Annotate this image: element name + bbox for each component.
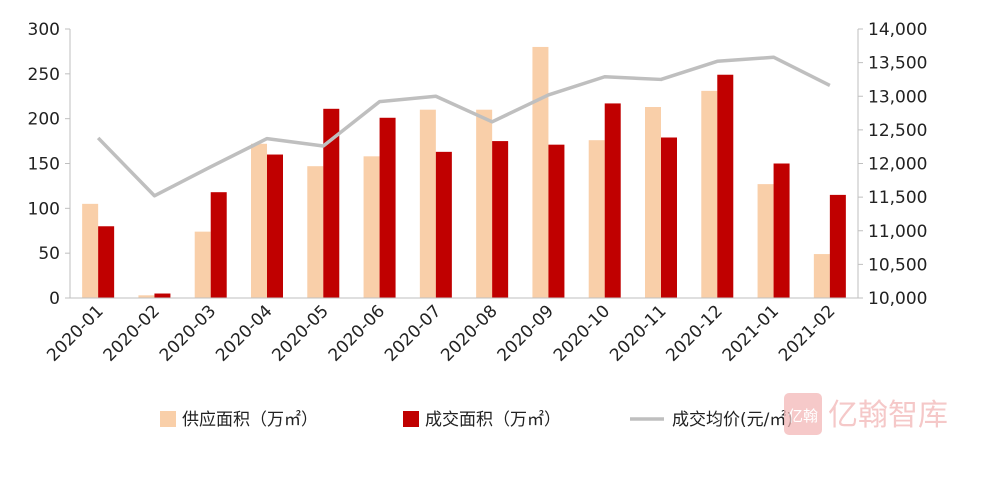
- bar-supply-2020-11: [645, 107, 661, 298]
- x-axis-ticks: 2020-012020-022020-032020-042020-052020-…: [43, 301, 839, 365]
- watermark-logo: 亿翰 亿翰智库: [784, 393, 948, 435]
- x-tick-label: 2020-08: [437, 301, 501, 365]
- bar-deal-2020-05: [323, 108, 340, 298]
- bar-supply-2020-01: [82, 203, 99, 298]
- bar-supply-2020-06: [363, 156, 380, 298]
- watermark-badge: [784, 393, 822, 435]
- legend-swatch-deal: [403, 411, 419, 427]
- left-axis-ticks: 0 50 100 150 200 250 300: [28, 20, 70, 309]
- bar-deal-2020-12: [717, 74, 734, 298]
- left-tick-label: 50: [38, 244, 60, 264]
- left-tick-label: 300: [28, 20, 60, 40]
- right-tick-label: 11,500: [868, 188, 927, 208]
- right-tick-label: 13,000: [868, 87, 927, 107]
- x-tick-label: 2020-09: [494, 301, 558, 365]
- bar-supply-2020-04: [251, 143, 267, 298]
- legend-item-supply: 供应面积（万㎡）: [160, 410, 318, 430]
- right-axis-ticks: 10,000 10,500 11,000 11,500 12,000 12,500 13,0…: [858, 20, 927, 309]
- x-tick-label: 2021-01: [719, 301, 783, 365]
- x-tick-label: 2020-07: [381, 301, 445, 365]
- bar-supply-2020-07: [419, 109, 436, 298]
- left-tick-label: 200: [28, 110, 60, 130]
- legend: 供应面积（万㎡） 成交面积（万㎡） 成交均价(元/㎡): [160, 410, 793, 430]
- bar-deal-2020-11: [661, 137, 677, 298]
- bar-deal-2020-09: [548, 144, 565, 298]
- watermark-badge-text: 亿翰: [788, 407, 818, 425]
- bar-supply-2020-12: [701, 90, 718, 299]
- bar-supply-2020-08: [476, 109, 493, 298]
- left-tick-label: 250: [28, 65, 60, 85]
- bar-supply-2021-01: [757, 184, 774, 298]
- x-tick-label: 2020-11: [606, 301, 670, 365]
- x-tick-label: 2020-12: [662, 301, 726, 365]
- bar-deal-2020-07: [435, 151, 452, 298]
- watermark-text: 亿翰智库: [828, 398, 948, 433]
- bar-supply-2021-02: [813, 254, 830, 298]
- bar-deal-2020-02: [154, 293, 171, 298]
- left-tick-label: 100: [28, 199, 60, 219]
- right-tick-label: 10,500: [868, 255, 927, 275]
- bar-deal-2020-03: [210, 192, 227, 298]
- bar-supply-2020-05: [307, 166, 324, 298]
- supply-bars: [82, 46, 830, 299]
- legend-label-supply: 供应面积（万㎡）: [182, 410, 318, 430]
- bar-deal-2020-04: [267, 154, 283, 298]
- x-tick-label: 2021-02: [775, 301, 839, 365]
- legend-label-price: 成交均价(元/㎡): [672, 410, 793, 430]
- bar-supply-2020-10: [588, 140, 605, 298]
- right-tick-label: 12,000: [868, 155, 927, 175]
- x-tick-label: 2020-02: [100, 301, 164, 365]
- x-tick-label: 2020-04: [212, 301, 276, 365]
- left-tick-label: 0: [49, 289, 60, 309]
- legend-item-deal: 成交面积（万㎡）: [403, 410, 561, 430]
- right-tick-label: 12,500: [868, 121, 927, 141]
- right-tick-label: 13,500: [868, 54, 927, 74]
- x-tick-label: 2020-05: [268, 301, 332, 365]
- bar-deal-2020-08: [492, 141, 509, 298]
- x-tick-label: 2020-03: [156, 301, 220, 365]
- deal-bars: [98, 74, 846, 299]
- bar-deal-2021-01: [773, 163, 790, 298]
- legend-item-price: 成交均价(元/㎡): [630, 410, 793, 430]
- legend-swatch-supply: [160, 411, 176, 427]
- bar-deal-2020-06: [379, 117, 396, 299]
- bar-supply-2020-02: [138, 295, 155, 298]
- bar-supply-2020-09: [532, 46, 549, 298]
- bar-deal-2020-10: [604, 103, 621, 298]
- legend-label-deal: 成交面积（万㎡）: [425, 410, 561, 430]
- right-tick-label: 14,000: [868, 20, 927, 40]
- right-tick-label: 11,000: [868, 222, 927, 242]
- right-tick-label: 10,000: [868, 289, 927, 309]
- x-tick-label: 2020-10: [550, 301, 614, 365]
- bar-deal-2020-01: [98, 226, 115, 298]
- x-tick-label: 2020-01: [43, 301, 107, 365]
- bar-supply-2020-03: [194, 231, 211, 298]
- bar-deal-2021-02: [829, 194, 846, 298]
- left-tick-label: 150: [28, 155, 60, 175]
- plot-area: 0 50 100 150 200 250 300 10,000 10,500 11,000 11,…: [28, 20, 928, 366]
- x-tick-label: 2020-06: [325, 301, 389, 365]
- avg-price-line: [96, 55, 831, 198]
